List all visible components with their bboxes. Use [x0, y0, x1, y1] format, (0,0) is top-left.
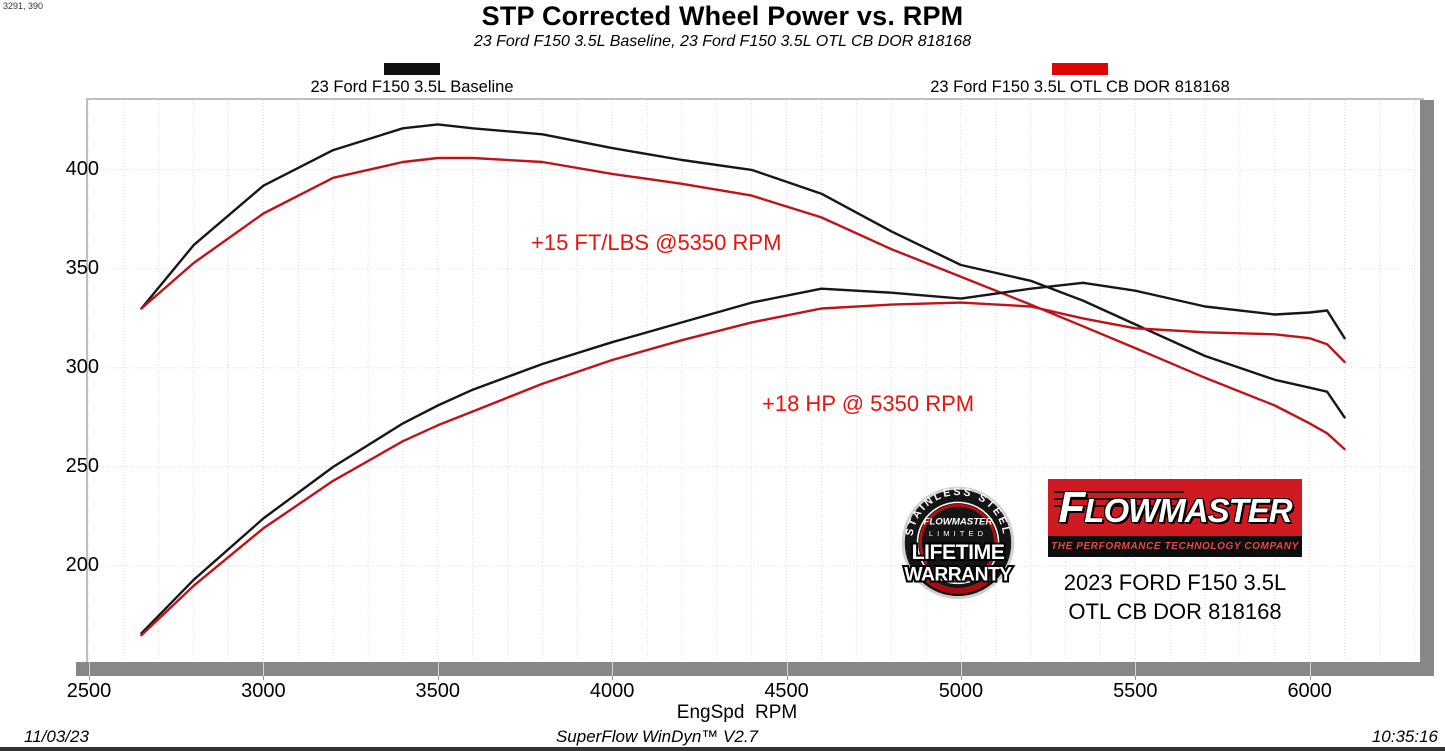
x-tick-label: 4500 — [764, 680, 809, 702]
axis-bar-tick — [612, 662, 614, 676]
logo-pinstripe — [1054, 498, 1184, 500]
axis-bar-tick — [960, 662, 962, 676]
x-tick-mark — [1309, 676, 1311, 680]
x-axis-bar — [76, 662, 1434, 676]
vehicle-line-2: OTL CB DOR 818168 — [1068, 599, 1282, 624]
badge-limited-text: LIMITED — [929, 529, 987, 538]
x-tick-label: 4000 — [589, 680, 635, 702]
x-tick-mark — [960, 676, 962, 680]
legend-baseline: 23 Ford F150 3.5L Baseline — [262, 63, 562, 97]
legend-otl: 23 Ford F150 3.5L OTL CB DOR 818168 — [930, 63, 1230, 97]
axis-bar-tick — [1135, 662, 1137, 676]
chart-title: STP Corrected Wheel Power vs. RPM — [481, 1, 964, 31]
flowmaster-tagline: THE PERFORMANCE TECHNOLOGY COMPANY — [1051, 541, 1299, 552]
y-tick-label: 350 — [65, 256, 99, 279]
legend-otl-label: 23 Ford F150 3.5L OTL CB DOR 818168 — [930, 78, 1230, 96]
badge-script-text: FLOWMASTER — [924, 517, 993, 528]
badge-warranty-text: WARRANTY — [904, 564, 1012, 585]
flowmaster-logo-black-bar: THE PERFORMANCE TECHNOLOGY COMPANY — [1048, 536, 1302, 557]
axis-bar-tick — [437, 662, 439, 676]
logo-pinstripe — [1054, 505, 1184, 507]
baseline-torque-curve — [140, 123, 1346, 419]
x-tick-mark — [786, 676, 788, 680]
chart-subtitle: 23 Ford F150 3.5L Baseline, 23 Ford F150… — [473, 33, 972, 50]
axis-bar-tick — [263, 662, 265, 676]
axis-bar-tick — [786, 662, 788, 676]
x-tick-mark — [263, 676, 265, 680]
plot-area[interactable] — [88, 100, 1422, 660]
right-axis-bar — [1420, 100, 1434, 662]
window-bottom-edge — [0, 747, 1445, 751]
x-tick-mark — [89, 676, 91, 680]
y-tick-label: 400 — [65, 157, 99, 180]
legend-baseline-swatch — [384, 63, 440, 75]
footer-app-name: SuperFlow WinDyn™ V2.7 — [555, 727, 759, 746]
otl-power-curve — [140, 301, 1346, 637]
x-tick-mark — [612, 676, 614, 680]
x-tick-label: 3000 — [241, 680, 286, 702]
power-gain-annotation: +18 HP @ 5350 RPM — [762, 391, 975, 416]
x-tick-label: 5500 — [1113, 680, 1158, 702]
legend-baseline-label: 23 Ford F150 3.5L Baseline — [310, 78, 514, 96]
badge-lifetime-text: LIFETIME — [912, 540, 1005, 564]
lifetime-warranty-badge: STAINLESS STEEL FLOWMASTER LIMITED LIFET… — [901, 486, 1015, 600]
x-tick-mark — [1135, 676, 1137, 680]
axis-bar-tick — [1309, 662, 1311, 676]
y-tick-label: 250 — [65, 454, 99, 477]
footer-date: 11/03/23 — [24, 727, 89, 746]
x-tick-label: 5000 — [938, 680, 984, 702]
plot-border — [86, 98, 1424, 664]
vehicle-description: 2023 FORD F150 3.5L OTL CB DOR 818168 — [1040, 568, 1310, 626]
otl-torque-curve — [140, 156, 1346, 451]
x-tick-label: 6000 — [1287, 680, 1332, 702]
y-tick-label: 300 — [65, 355, 99, 378]
legend-otl-swatch — [1052, 63, 1108, 75]
x-tick-label: 3500 — [415, 680, 461, 702]
baseline-power-curve — [140, 281, 1346, 635]
flowmaster-wordmark: FLOWMASTER — [1058, 483, 1292, 532]
x-axis-title: EngSpd RPM — [676, 702, 798, 723]
axis-bar-tick — [89, 662, 91, 676]
logo-pinstripe — [1054, 491, 1184, 493]
cursor-position-readout: 3291, 390 — [3, 1, 44, 11]
vehicle-line-1: 2023 FORD F150 3.5L — [1063, 570, 1287, 595]
torque-gain-annotation: +15 FT/LBS @5350 RPM — [531, 230, 782, 255]
flowmaster-logo-red-field: FLOWMASTER — [1048, 479, 1302, 536]
y-tick-label: 200 — [65, 553, 99, 576]
footer-time: 10:35:16 — [1371, 727, 1438, 746]
flowmaster-logo: FLOWMASTER THE PERFORMANCE TECHNOLOGY CO… — [1048, 479, 1302, 557]
x-tick-label: 2500 — [66, 680, 112, 702]
x-tick-mark — [437, 676, 439, 680]
